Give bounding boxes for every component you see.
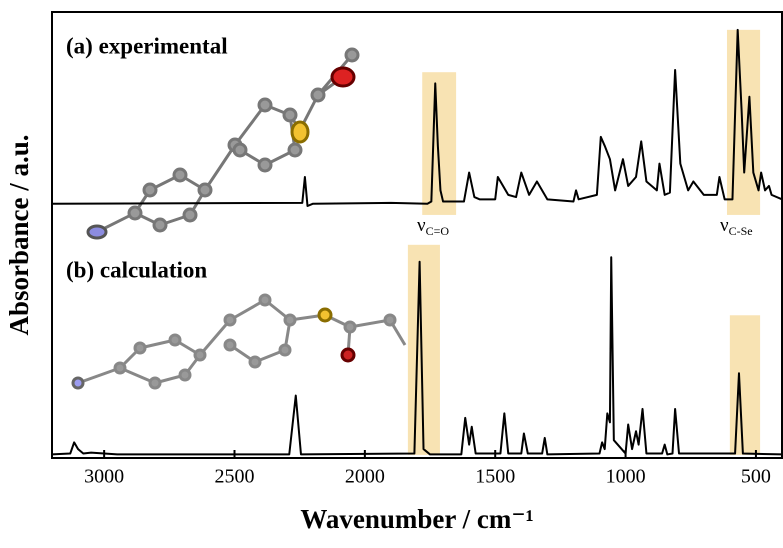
highlight-layer xyxy=(408,30,760,455)
x-tick-label: 3000 xyxy=(84,466,124,488)
molecule-b xyxy=(73,295,405,388)
mode-subscript: C-Se xyxy=(729,224,753,238)
panel-label: (a) experimental xyxy=(66,33,228,58)
x-tick-label: 2000 xyxy=(345,466,385,488)
molecule-a xyxy=(88,49,358,238)
highlight-band xyxy=(730,315,760,455)
mode-label: νC=O xyxy=(417,215,449,237)
y-axis-title: Absorbance / a.u. xyxy=(4,134,34,335)
highlight-band xyxy=(422,72,456,215)
mode-subscript: C=O xyxy=(426,224,450,238)
chart: 3000 2500 2000 1500 1000 500 (a) experimental… xyxy=(0,0,783,548)
x-tick-label: 1500 xyxy=(475,466,515,488)
page: {"chart_data": { "type": "line", "x_labe… xyxy=(0,0,783,548)
mode-label: νC-Se xyxy=(720,215,753,237)
panel-label: (b) calculation xyxy=(66,257,207,282)
x-tick-label: 1000 xyxy=(606,466,646,488)
x-tick-label: 500 xyxy=(741,466,771,488)
x-axis-title: Wavenumber / cm⁻¹ xyxy=(300,504,533,534)
x-tick-label: 2500 xyxy=(215,466,255,488)
